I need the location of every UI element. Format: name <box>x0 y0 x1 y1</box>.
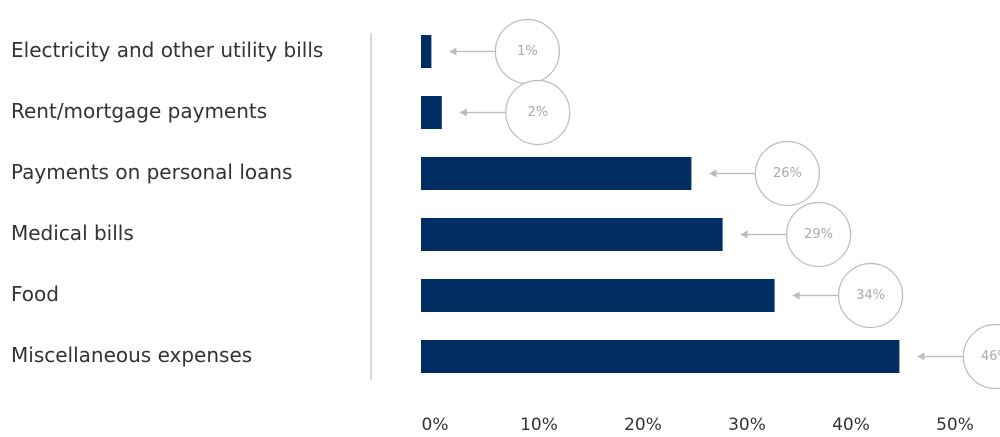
callout-arrow-icon <box>792 291 800 300</box>
bar <box>421 35 432 68</box>
callout-arrow-icon <box>709 169 717 178</box>
x-tick-label: 10% <box>520 415 558 435</box>
callout-arrow-icon <box>740 230 748 239</box>
value-callouts: 1% 2% 26% 29% 34% 46% <box>449 18 1000 390</box>
x-axis-ticks: 0% 10% 20% 30% 40% 50% <box>422 415 974 435</box>
value-label: 2% <box>527 105 548 120</box>
category-label: Payments on personal loans <box>11 160 292 184</box>
callout-arrow-icon <box>449 47 457 56</box>
value-bubble <box>962 323 1000 390</box>
value-label: 34% <box>856 288 885 303</box>
bar <box>421 279 775 312</box>
category-label: Electricity and other utility bills <box>11 38 323 62</box>
bars <box>421 35 900 373</box>
value-bubble <box>754 140 821 207</box>
category-label: Medical bills <box>11 221 134 245</box>
value-bubble <box>785 201 852 268</box>
bar <box>421 96 442 129</box>
category-labels: Electricity and other utility bills Rent/… <box>11 38 323 367</box>
x-tick-label: 40% <box>832 415 870 435</box>
category-label: Miscellaneous expenses <box>11 343 252 367</box>
value-label: 46% <box>981 349 1000 364</box>
bar <box>421 218 723 251</box>
value-label: 29% <box>804 227 833 242</box>
value-label: 26% <box>773 166 802 181</box>
bar <box>421 340 900 373</box>
value-bubble <box>837 262 904 329</box>
callout-arrow-icon <box>459 108 467 117</box>
value-bubble <box>505 79 571 146</box>
x-tick-label: 0% <box>422 415 449 435</box>
x-tick-label: 20% <box>624 415 662 435</box>
category-label: Rent/mortgage payments <box>11 99 267 123</box>
x-tick-label: 50% <box>936 415 974 435</box>
category-label: Food <box>11 282 59 306</box>
bar <box>421 157 692 190</box>
callout-arrow-icon <box>917 352 925 361</box>
value-label: 1% <box>517 44 538 59</box>
x-tick-label: 30% <box>728 415 766 435</box>
